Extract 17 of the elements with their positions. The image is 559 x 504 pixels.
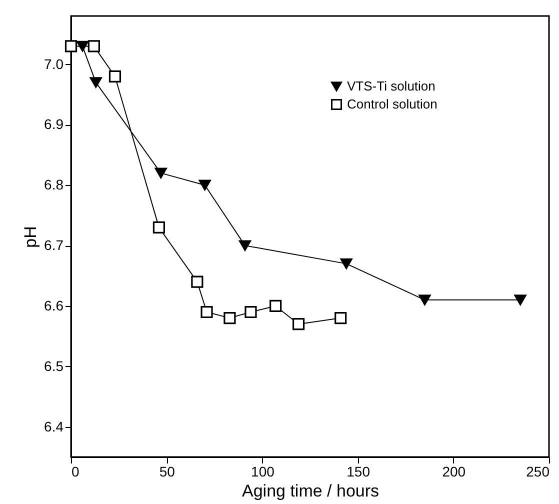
x-tick-label: 200 — [442, 464, 466, 480]
y-tick-label: 6.7 — [44, 237, 64, 254]
x-tick-label: 50 — [159, 464, 176, 480]
x-tick-label: 150 — [346, 464, 370, 480]
legend-label: Control solution — [347, 96, 438, 112]
y-tick-label: 6.8 — [44, 176, 64, 193]
y-tick-label: 6.9 — [44, 116, 64, 132]
legend-label: VTS-Ti solution — [347, 78, 436, 94]
y-tick-label: 6.6 — [44, 297, 64, 314]
y-axis-title: pH — [21, 226, 40, 248]
x-axis-title: Aging time / hours — [242, 482, 380, 500]
y-tick-label: 6.4 — [44, 418, 64, 434]
y-tick-label: 7.0 — [44, 56, 64, 72]
x-tick-label: 100 — [251, 464, 275, 480]
x-tick-label: 250 — [526, 464, 550, 480]
x-tick-label: 0 — [72, 464, 80, 480]
y-tick-label: 6.5 — [44, 358, 64, 374]
